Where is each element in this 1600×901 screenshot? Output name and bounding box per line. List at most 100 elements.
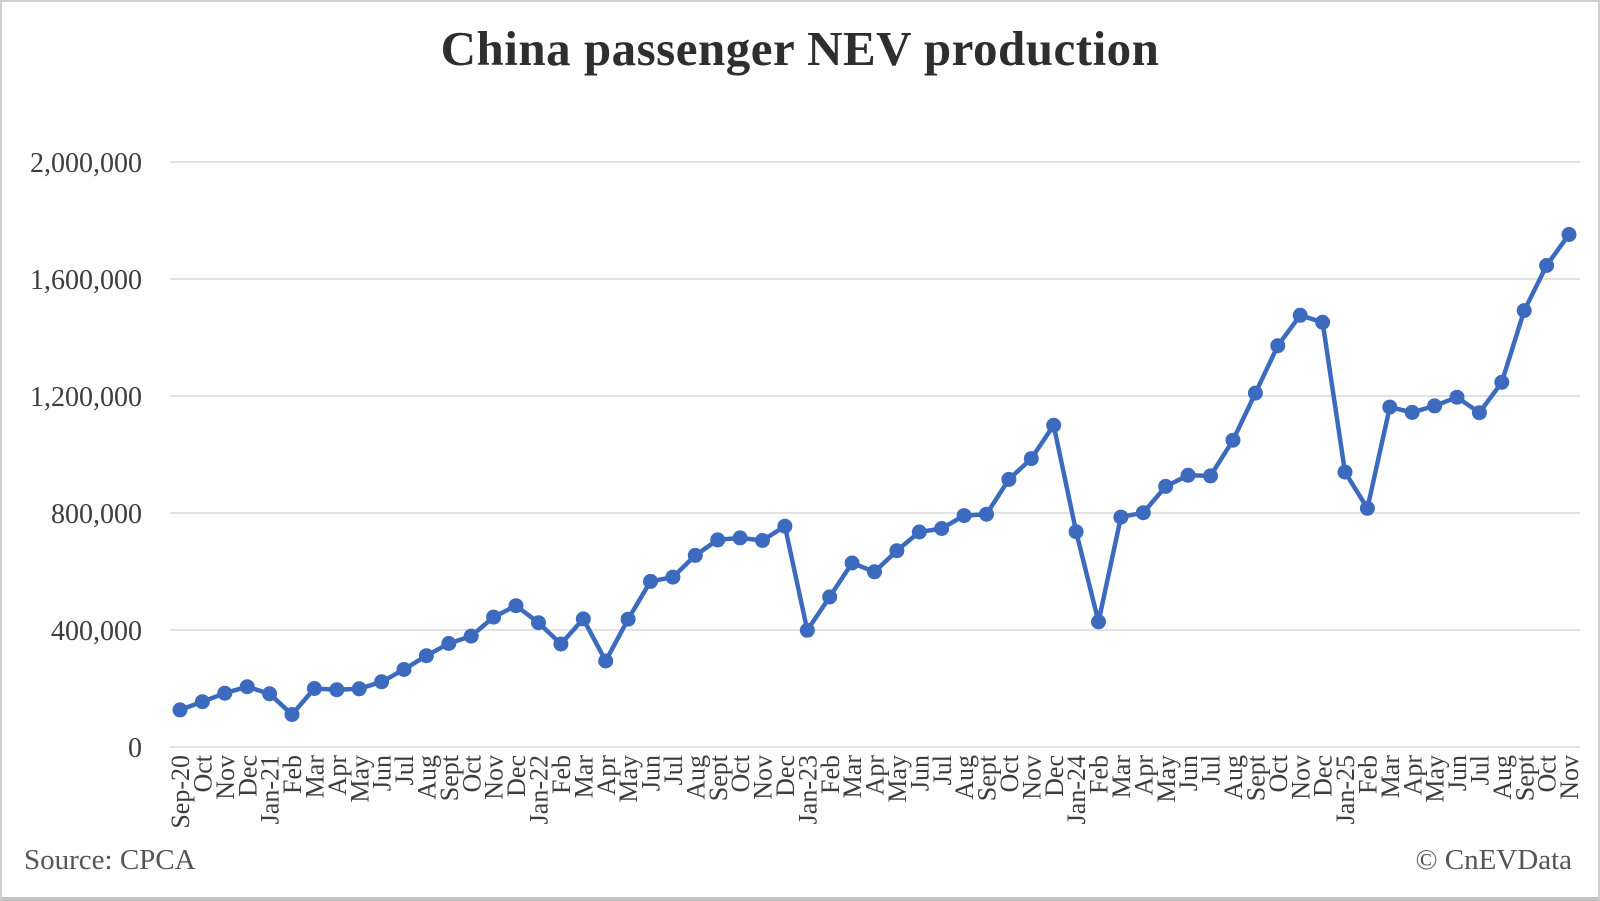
x-axis-tick-label: May: [1152, 755, 1181, 803]
nev-production-line: [177, 232, 1572, 717]
data-point: [1471, 405, 1487, 421]
x-axis-tick-label: May: [345, 755, 374, 803]
data-point: [1427, 398, 1443, 414]
data-point: [710, 532, 726, 548]
x-axis-tick-label: Oct: [995, 754, 1024, 792]
data-point: [934, 521, 950, 536]
x-axis-tick-label: Oct: [1533, 754, 1562, 792]
data-point: [755, 533, 770, 548]
x-axis-tick-label: Nov: [1555, 755, 1584, 800]
data-point: [1135, 505, 1151, 521]
data-point: [732, 530, 748, 546]
x-axis-tick-label: May: [1421, 755, 1450, 803]
data-point: [486, 609, 502, 625]
data-point: [1337, 464, 1353, 480]
data-point: [1247, 385, 1263, 401]
data-point: [1404, 404, 1420, 420]
data-point: [1158, 478, 1174, 494]
y-axis-tick-label: 800,000: [51, 499, 142, 530]
x-axis-tick-label: Nov: [1017, 755, 1046, 800]
data-point: [777, 518, 793, 534]
x-axis-tick-label: Jan-24: [1062, 755, 1091, 824]
data-point: [508, 598, 524, 614]
x-axis-tick-label: Sept: [1510, 754, 1539, 801]
x-axis-tick-label: Mar: [301, 755, 330, 799]
x-axis-tick-label: Nov: [749, 755, 778, 800]
x-axis-tick-label: Jan-22: [525, 755, 554, 824]
x-axis-tick-label: Apr: [1129, 755, 1158, 796]
x-axis-tick-label: Jun: [637, 755, 666, 791]
x-axis-tick-label: Jul: [390, 755, 419, 785]
data-point: [1292, 307, 1308, 323]
x-axis-tick-label: Jun: [1174, 755, 1203, 791]
y-axis-tick-label: 0: [128, 733, 142, 764]
data-point: [979, 506, 994, 522]
data-point: [1113, 509, 1129, 525]
data-point: [1382, 399, 1398, 415]
x-axis-tick-label: Dec: [771, 755, 800, 797]
data-point: [531, 615, 546, 631]
y-axis-tick-label: 400,000: [51, 616, 142, 647]
data-point: [194, 694, 210, 710]
x-axis-tick-label: Jun: [1443, 755, 1472, 791]
x-axis-tick-label: Jan-23: [793, 755, 822, 824]
data-point: [1359, 500, 1375, 516]
data-point: [441, 636, 457, 651]
data-point: [1516, 303, 1532, 319]
data-point: [306, 681, 322, 696]
data-point: [1091, 614, 1106, 630]
x-axis-tick-label: Oct: [457, 754, 486, 792]
x-axis-tick-label: Sep-20: [166, 755, 195, 829]
x-axis-tick-label: Feb: [547, 755, 576, 794]
data-point: [799, 622, 815, 638]
copyright-label: © CnEVData: [1415, 844, 1572, 876]
x-axis-tick-label: May: [614, 755, 643, 803]
x-axis-tick-label: Aug: [1488, 755, 1517, 800]
x-axis-tick-label: Sept: [1241, 754, 1270, 801]
x-axis-tick-label: Sept: [973, 754, 1002, 801]
x-axis-tick-label: Nov: [480, 755, 509, 800]
x-axis-tick-label: Feb: [1085, 755, 1114, 794]
x-axis-tick-label: Jan-25: [1331, 755, 1360, 824]
x-axis-tick-label: Aug: [1219, 755, 1248, 800]
x-axis-tick-label: Oct: [1264, 754, 1293, 792]
x-axis-tick-label: Oct: [726, 754, 755, 792]
data-point: [239, 679, 255, 695]
data-point: [1539, 258, 1555, 273]
x-axis-tick-label: Nov: [211, 755, 240, 800]
data-point: [553, 636, 569, 652]
data-point: [1203, 468, 1218, 484]
data-point: [1180, 467, 1196, 483]
x-axis-tick-label: Mar: [1376, 755, 1405, 799]
x-axis-tick-label: Feb: [816, 755, 845, 794]
x-axis-tick-label: Dec: [502, 755, 531, 797]
data-point: [1449, 389, 1465, 405]
data-point: [575, 611, 591, 627]
data-point: [1270, 338, 1286, 354]
x-axis-tick-label: Mar: [838, 755, 867, 799]
x-axis-tick-label: Apr: [1398, 755, 1427, 796]
x-axis-tick-label: Dec: [1040, 755, 1069, 797]
data-point: [1494, 374, 1510, 390]
y-axis-tick-label: 2,000,000: [30, 148, 142, 179]
x-axis-tick-label: Aug: [413, 755, 442, 800]
x-axis-tick-label: Aug: [950, 755, 979, 800]
data-point: [351, 681, 367, 697]
chart-title: China passenger NEV production: [440, 21, 1160, 76]
data-point: [1046, 417, 1062, 433]
data-point: [956, 508, 972, 524]
data-point: [1225, 432, 1241, 448]
data-point: [911, 524, 927, 540]
x-axis-tick-label: Aug: [681, 755, 710, 800]
data-point: [598, 653, 614, 669]
x-axis-tick-label: Jan-21: [256, 755, 285, 824]
data-point: [329, 682, 345, 698]
y-axis-tick-label: 1,600,000: [30, 265, 142, 296]
x-axis-tick-label: Jun: [905, 755, 934, 791]
data-point: [643, 573, 658, 589]
x-axis-tick-label: Dec: [233, 755, 262, 797]
x-axis-tick-label: Jun: [368, 755, 397, 791]
data-point: [844, 555, 860, 571]
